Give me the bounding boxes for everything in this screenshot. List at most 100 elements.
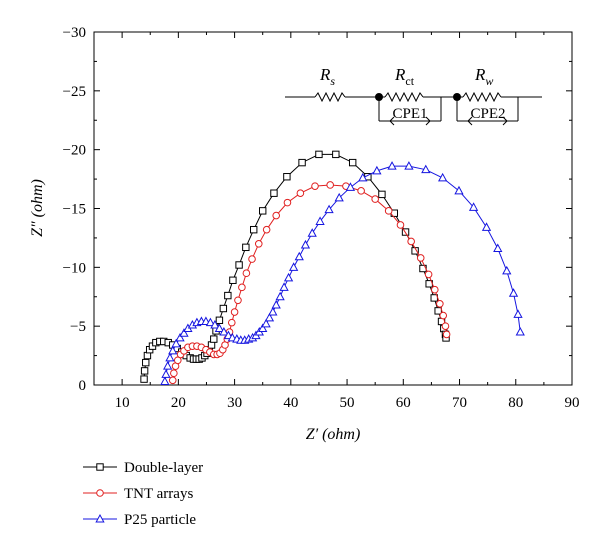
- data-point: [161, 369, 171, 378]
- legend-item: P25 particle: [83, 512, 196, 528]
- series-triangle: [160, 161, 525, 385]
- y-tick-label: −5: [70, 319, 86, 335]
- cpe1-label: CPE1: [392, 106, 427, 122]
- y-tick-label: −20: [63, 143, 86, 159]
- cpe2-arrow-right: [502, 116, 508, 126]
- data-point: [508, 288, 519, 297]
- x-tick-label: 20: [171, 395, 186, 411]
- data-point: [219, 327, 229, 336]
- cpe1-arrow-right: [425, 116, 431, 126]
- data-point: [283, 173, 291, 181]
- cpe2-label: CPE2: [470, 106, 505, 122]
- data-point: [515, 327, 525, 336]
- data-point: [160, 376, 170, 385]
- x-tick-label: 30: [227, 395, 242, 411]
- legend-label: P25 particle: [124, 512, 196, 528]
- legend-marker: [95, 513, 105, 523]
- data-point: [268, 306, 278, 316]
- y-axis: 0 −5 −10 −15 −20 −25 −30: [63, 25, 572, 394]
- data-point: [283, 198, 292, 207]
- data-point: [407, 237, 415, 246]
- x-tick-label: 80: [508, 395, 523, 411]
- rct-label-main: R: [394, 65, 406, 84]
- rw-label-main: R: [474, 65, 486, 84]
- data-point: [481, 222, 492, 231]
- x-tick-label: 70: [452, 395, 467, 411]
- y-tick-label: 0: [79, 378, 87, 394]
- legend-item: Double-layer: [83, 460, 203, 476]
- data-point: [165, 352, 175, 362]
- x-tick-label: 40: [283, 395, 298, 411]
- data-point: [424, 270, 433, 279]
- data-point: [493, 243, 503, 253]
- y-axis-label: Z″ (ohm): [29, 179, 46, 237]
- data-point: [371, 195, 379, 203]
- data-point: [378, 190, 386, 199]
- data-point: [168, 345, 178, 355]
- data-point: [171, 338, 181, 348]
- series-circle: [168, 181, 451, 385]
- x-tick-label: 90: [565, 395, 580, 411]
- data-point: [175, 332, 185, 342]
- data-point: [230, 308, 239, 316]
- data-point: [254, 240, 263, 248]
- data-point: [307, 228, 317, 237]
- data-point: [454, 185, 464, 195]
- legend-item: TNT arrays: [83, 486, 193, 502]
- data-point: [262, 225, 271, 234]
- y-tick-label: −30: [63, 25, 86, 41]
- data-point: [250, 225, 258, 234]
- data-point: [140, 375, 148, 383]
- data-point: [300, 239, 311, 249]
- legend-label: Double-layer: [124, 460, 203, 476]
- data-point: [264, 312, 275, 322]
- data-point: [372, 165, 382, 175]
- data-point: [439, 311, 448, 320]
- legend: Double-layer TNT arrays P25 particle: [83, 460, 203, 528]
- data-point: [296, 189, 305, 198]
- data-point: [170, 369, 178, 378]
- data-point: [270, 189, 278, 197]
- data-point: [275, 291, 285, 301]
- data-point: [210, 319, 220, 329]
- resistor-rct: [384, 91, 424, 103]
- data-point: [271, 299, 281, 309]
- data-point: [288, 262, 299, 271]
- data-point: [210, 335, 218, 343]
- data-point: [259, 207, 267, 215]
- equivalent-circuit: CPE1 CPE2 Rs Rct Rw: [285, 65, 542, 126]
- data-point: [345, 182, 356, 191]
- y-tick-label: −10: [63, 260, 86, 276]
- x-tick-label: 50: [340, 395, 355, 411]
- data-point: [442, 330, 451, 339]
- data-point: [261, 318, 271, 328]
- data-point: [234, 296, 242, 305]
- resistor-rs: [314, 91, 346, 103]
- legend-label: TNT arrays: [124, 486, 193, 502]
- data-point: [272, 211, 281, 220]
- data-point: [219, 304, 228, 313]
- data-point: [348, 158, 357, 167]
- cpe2-arrow-left: [467, 116, 473, 126]
- data-point: [229, 276, 237, 284]
- x-axis: 10 20 30 40 50 60 70 80 90: [93, 32, 580, 411]
- rct-label: Rct: [394, 65, 415, 88]
- rs-label: Rs: [319, 65, 335, 88]
- data-point: [430, 285, 439, 294]
- data-point: [436, 300, 444, 308]
- rw-label-sub: w: [485, 74, 493, 88]
- data-point: [173, 356, 182, 365]
- rs-label-sub: s: [330, 74, 335, 88]
- data-point: [332, 150, 340, 159]
- data-point: [311, 182, 319, 190]
- data-point: [142, 358, 150, 367]
- series-layer: [140, 150, 525, 385]
- data-point: [468, 202, 479, 211]
- x-axis-label: Z′ (ohm): [306, 426, 361, 443]
- series-line: [164, 165, 521, 382]
- data-point: [502, 265, 512, 275]
- data-point: [315, 216, 325, 225]
- data-point: [334, 192, 344, 202]
- data-point: [396, 221, 405, 229]
